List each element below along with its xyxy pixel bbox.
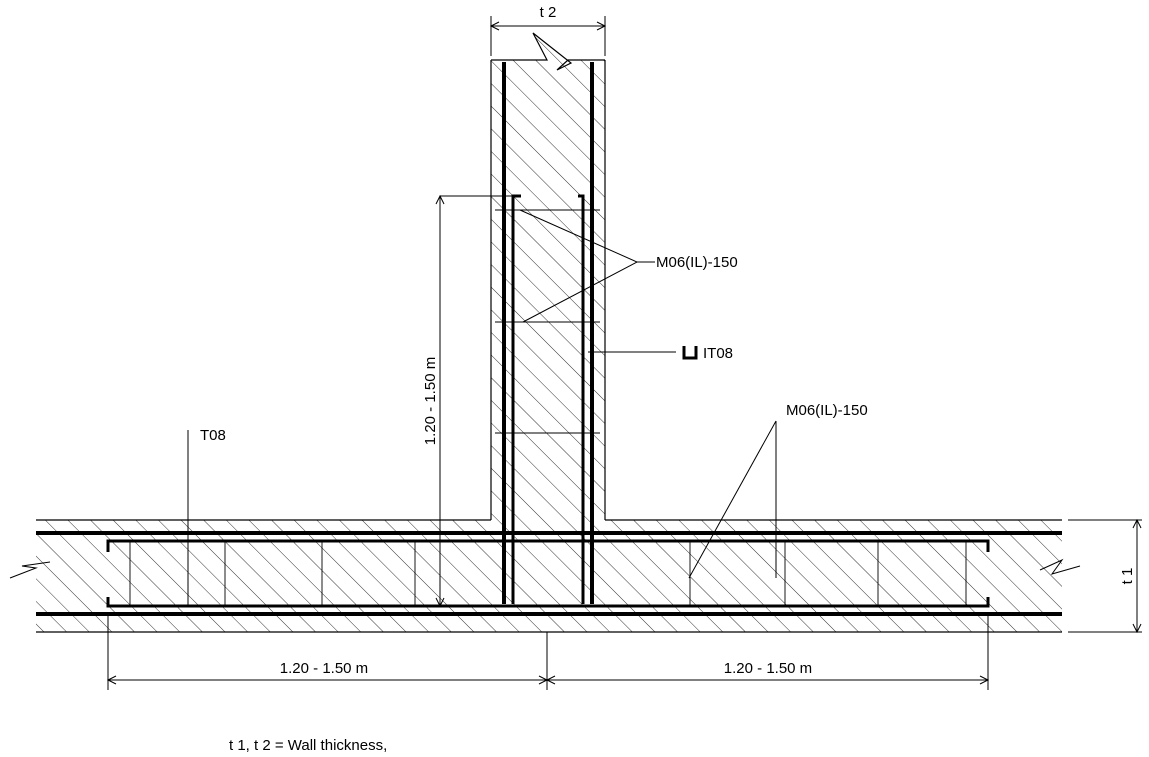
label-right-lap: 1.20 - 1.50 m (724, 660, 812, 677)
label-left-lap: 1.20 - 1.50 m (280, 660, 368, 677)
label-t2: t 2 (540, 4, 557, 21)
dimension-t2 (489, 16, 607, 56)
leader-floor-mesh (688, 420, 777, 579)
vertical-wall-bars (502, 62, 594, 604)
slab-mesh-links (129, 541, 967, 606)
wall-mesh-links (495, 209, 600, 434)
horizontal-main-bars (36, 531, 1062, 616)
note-wall-thickness: t 1, t 2 = Wall thickness, (229, 737, 387, 754)
break-line-left (9, 561, 51, 579)
label-t1: t 1 (1119, 568, 1136, 585)
dimension-horizontal-laps (106, 612, 990, 690)
concrete-hatch (36, 33, 1062, 632)
label-wall-bar: IT08 (703, 345, 733, 362)
label-floor-bar: T08 (200, 427, 226, 444)
u-bar-symbol (682, 346, 698, 360)
break-line-right (1039, 558, 1081, 575)
label-floor-mesh: M06(IL)-150 (786, 402, 868, 419)
leader-wall-bar (588, 346, 698, 360)
wall-outline (36, 32, 1062, 633)
dimension-vertical-lap (435, 194, 521, 608)
label-vertical-lap: 1.20 - 1.50 m (422, 357, 439, 445)
dimension-t1 (1068, 518, 1142, 634)
leader-wall-mesh (519, 209, 655, 323)
label-wall-mesh: M06(IL)-150 (656, 254, 738, 271)
